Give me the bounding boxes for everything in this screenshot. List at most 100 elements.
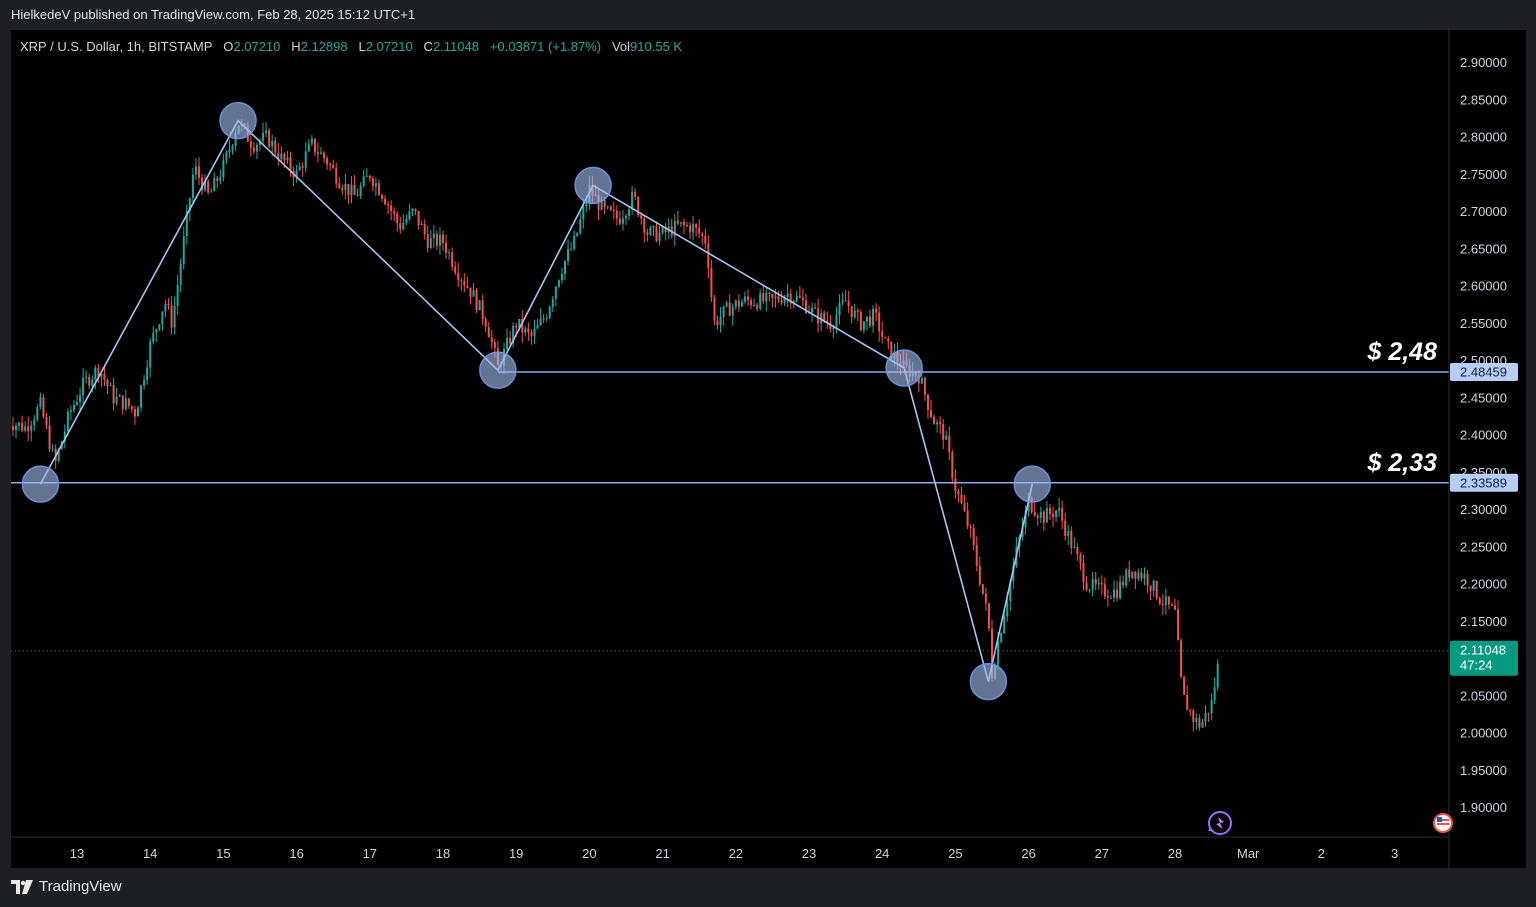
candle-body bbox=[280, 153, 283, 160]
candle-body bbox=[719, 316, 722, 325]
price-tick-label: 2.55000 bbox=[1460, 316, 1507, 331]
low-value: 2.07210 bbox=[365, 39, 413, 54]
candle-body bbox=[631, 191, 634, 210]
tradingview-logo-icon bbox=[11, 879, 33, 894]
candle-body bbox=[374, 183, 377, 187]
candle-body bbox=[48, 425, 51, 450]
candle-body bbox=[972, 528, 975, 545]
candle-body bbox=[509, 337, 512, 344]
candle-body bbox=[734, 300, 737, 307]
publisher-line: HielkedeV published on TradingView.com, … bbox=[11, 7, 416, 22]
candle-body bbox=[740, 301, 743, 307]
candle-body bbox=[560, 274, 563, 281]
candle-body bbox=[634, 191, 637, 197]
candle-body bbox=[618, 218, 621, 224]
candle-body bbox=[201, 177, 204, 191]
candle-body bbox=[600, 199, 603, 210]
candle-body bbox=[255, 144, 258, 152]
time-tick-label: 19 bbox=[509, 846, 523, 861]
candle-body bbox=[1170, 604, 1173, 606]
candle-body bbox=[36, 407, 39, 420]
candle-body bbox=[448, 252, 451, 254]
candle-body bbox=[649, 227, 652, 235]
candle-body bbox=[783, 297, 786, 303]
candle-body bbox=[1180, 640, 1183, 677]
candle-body bbox=[176, 284, 179, 306]
candle-body bbox=[527, 328, 530, 333]
candle-body bbox=[350, 184, 353, 196]
candle-body bbox=[326, 158, 329, 165]
candle-body bbox=[33, 419, 36, 426]
pivot-marker bbox=[969, 662, 1008, 701]
candle-body bbox=[768, 292, 771, 295]
candle-body bbox=[188, 198, 191, 211]
level-annotation: $ 2,48 bbox=[1366, 338, 1437, 366]
footer-bar: TradingView bbox=[0, 868, 1536, 907]
candle-body bbox=[359, 186, 362, 196]
candle-body bbox=[1067, 530, 1070, 537]
candle-body bbox=[332, 164, 335, 168]
time-tick-label: 26 bbox=[1021, 846, 1035, 861]
candle-body bbox=[170, 305, 173, 328]
time-tick-label: 17 bbox=[363, 846, 377, 861]
candle-body bbox=[750, 300, 753, 306]
candle-body bbox=[1088, 589, 1091, 591]
candle-body bbox=[847, 300, 850, 307]
candle-body bbox=[198, 166, 200, 178]
candle-body bbox=[396, 213, 399, 224]
candle-body bbox=[18, 422, 21, 426]
candle-body bbox=[1048, 508, 1051, 514]
candle-body bbox=[786, 293, 789, 298]
candle-body bbox=[307, 143, 310, 152]
candle-body bbox=[878, 312, 881, 332]
candle-body bbox=[451, 252, 454, 267]
candle-body bbox=[1027, 497, 1030, 512]
candle-body bbox=[1082, 562, 1085, 583]
price-tick-label: 2.30000 bbox=[1460, 502, 1507, 517]
candle-body bbox=[393, 210, 396, 214]
candle-body bbox=[1192, 710, 1195, 722]
candle-body bbox=[353, 184, 356, 195]
candle-body bbox=[390, 205, 393, 211]
price-chart[interactable]: 2.90000 2.85000 2.80000 2.75000 2.70000 2.650… bbox=[11, 30, 1526, 868]
candle-body bbox=[722, 306, 725, 317]
chart-panel[interactable]: 2.90000 2.85000 2.80000 2.75000 2.70000 2.650… bbox=[11, 30, 1526, 868]
candle-body bbox=[844, 300, 847, 302]
candle-body bbox=[686, 225, 688, 227]
candle-body bbox=[51, 448, 54, 450]
candle-body bbox=[1143, 573, 1146, 579]
candle-body bbox=[381, 194, 383, 199]
candle-body bbox=[1036, 515, 1039, 518]
candle-body bbox=[841, 300, 844, 304]
candle-body bbox=[942, 424, 945, 440]
price-tick-label: 2.60000 bbox=[1460, 279, 1507, 294]
candle-body bbox=[573, 235, 576, 249]
candle-body bbox=[356, 194, 359, 196]
price-tick-label: 1.90000 bbox=[1460, 800, 1507, 815]
candle-body bbox=[472, 289, 475, 297]
candle-body bbox=[1091, 578, 1094, 590]
time-tick-label: 25 bbox=[948, 846, 962, 861]
candle-body bbox=[463, 280, 466, 286]
candle-body bbox=[521, 318, 524, 333]
time-tick-label: 16 bbox=[289, 846, 303, 861]
candle-body bbox=[1119, 581, 1122, 599]
price-tick-label: 2.15000 bbox=[1460, 614, 1507, 629]
candle-body bbox=[567, 249, 570, 261]
last-price-text: 2.11048 bbox=[1460, 643, 1506, 658]
candle-body bbox=[66, 411, 69, 432]
tradingview-brand[interactable]: TradingView bbox=[11, 878, 122, 895]
candle-body bbox=[457, 272, 460, 281]
symbol-title: XRP / U.S. Dollar, 1h, BITSTAMP bbox=[20, 39, 213, 54]
candle-body bbox=[414, 209, 417, 212]
candle-body bbox=[320, 152, 322, 154]
time-tick-label: 20 bbox=[582, 846, 596, 861]
candle-body bbox=[252, 147, 255, 152]
candle-body bbox=[106, 379, 109, 386]
candle-body bbox=[45, 416, 48, 426]
candle-body bbox=[1198, 717, 1201, 728]
candle-body bbox=[164, 303, 167, 312]
candle-body bbox=[384, 198, 387, 205]
candle-body bbox=[930, 409, 932, 417]
open-value: 2.07210 bbox=[233, 39, 281, 54]
